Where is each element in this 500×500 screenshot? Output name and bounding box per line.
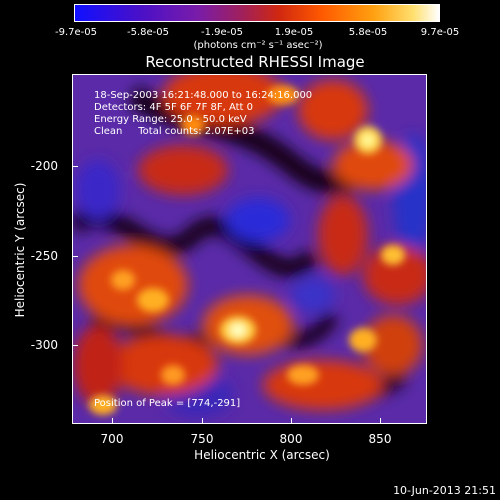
timestamp: 10-Jun-2013 21:51 (393, 484, 496, 497)
colorbar-tick: 9.7e-05 (420, 27, 460, 38)
colorbar-tick: 5.8e-05 (348, 27, 388, 38)
rhessi-image (72, 74, 427, 424)
x-tick-mark (380, 418, 381, 424)
info-energy-range: Energy Range: 25.0 - 50.0 keV (94, 114, 247, 125)
y-axis-label: Heliocentric Y (arcsec) (13, 182, 27, 318)
colorbar-tick: -1.9e-05 (201, 27, 243, 38)
y-tick-label: -200 (30, 159, 58, 173)
x-tick-mark (112, 418, 113, 424)
info-detectors: Detectors: 4F 5F 6F 7F 8F, Att 0 (94, 102, 254, 113)
y-tick-mark (72, 256, 78, 257)
info-time-range: 18-Sep-2003 16:21:48.000 to 16:24:16.000 (94, 90, 313, 101)
colorbar-tick: 1.9e-05 (274, 27, 314, 38)
observation-info: 18-Sep-2003 16:21:48.000 to 16:24:16.000… (94, 90, 312, 138)
x-tick-mark (202, 418, 203, 424)
x-tick-mark (291, 418, 292, 424)
peak-position: Position of Peak = [774,-291] (94, 398, 241, 409)
info-counts: Clean Total counts: 2.07E+03 (94, 126, 255, 137)
y-tick-label: -300 (30, 338, 58, 352)
y-tick-mark (72, 166, 78, 167)
image-title: Reconstructed RHESSI Image (145, 53, 365, 71)
x-tick-label: 750 (190, 432, 214, 446)
x-axis-label: Heliocentric X (arcsec) (194, 448, 330, 462)
x-tick-label: 800 (279, 432, 303, 446)
x-tick-label: 850 (368, 432, 392, 446)
colorbar-tick: -5.8e-05 (127, 27, 169, 38)
y-tick-label: -250 (30, 249, 58, 263)
rhessi-image-map (73, 75, 426, 423)
colorbar-tick: -9.7e-05 (55, 27, 97, 38)
y-tick-mark (72, 345, 78, 346)
colorbar-units: (photons cm⁻² s⁻¹ asec⁻²) (193, 40, 323, 51)
colorbar (74, 4, 440, 22)
x-tick-label: 700 (100, 432, 124, 446)
